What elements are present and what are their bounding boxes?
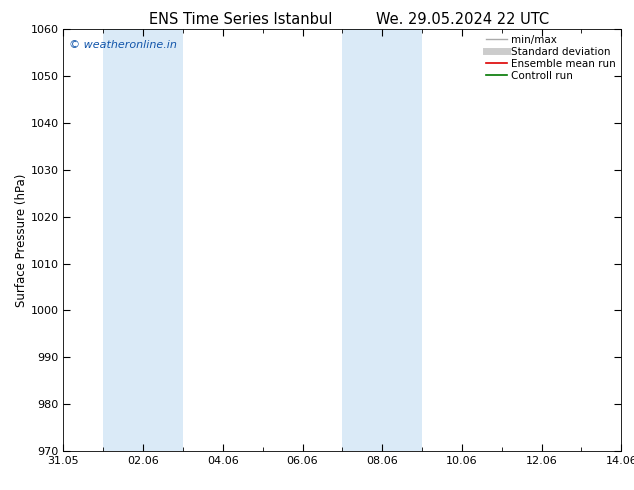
Bar xyxy=(103,29,183,451)
Bar xyxy=(342,29,422,451)
Text: © weatheronline.in: © weatheronline.in xyxy=(69,40,177,50)
Text: ENS Time Series Istanbul: ENS Time Series Istanbul xyxy=(149,12,333,27)
Legend: min/max, Standard deviation, Ensemble mean run, Controll run: min/max, Standard deviation, Ensemble me… xyxy=(484,32,618,83)
Y-axis label: Surface Pressure (hPa): Surface Pressure (hPa) xyxy=(15,173,28,307)
Text: We. 29.05.2024 22 UTC: We. 29.05.2024 22 UTC xyxy=(376,12,550,27)
